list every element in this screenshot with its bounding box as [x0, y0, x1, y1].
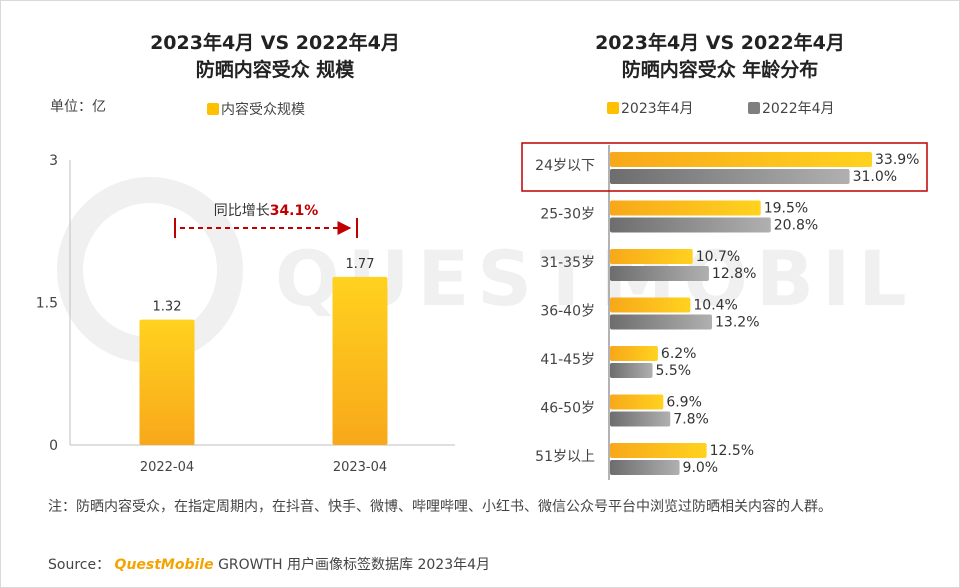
- data-label: 1.32: [153, 300, 182, 315]
- data-label: 1.77: [346, 257, 375, 272]
- right-chart-title: 2023年4月 VS 2022年4月 防晒内容受众 年龄分布: [510, 30, 930, 84]
- category-label: 36-40岁: [540, 304, 595, 320]
- bar-2022-41-45岁: [610, 363, 653, 378]
- right-title-line1: 2023年4月 VS 2022年4月: [595, 32, 845, 54]
- y-tick-label: 3: [49, 153, 58, 169]
- data-label-2023: 19.5%: [764, 201, 808, 217]
- bar-2023-25-30岁: [610, 200, 761, 216]
- growth-annotation: 同比增长34.1%: [214, 203, 319, 219]
- x-tick-label: 2022-04: [140, 460, 194, 475]
- right-legend-2023-label: 2023年4月: [621, 101, 694, 117]
- source-line: Source： QuestMobile GROWTH 用户画像标签数据库 202…: [48, 554, 490, 574]
- data-label-2023: 33.9%: [875, 152, 919, 168]
- category-label: 24岁以下: [535, 158, 595, 174]
- source-rest: GROWTH 用户画像标签数据库 2023年4月: [218, 557, 491, 573]
- bar-2023-46-50岁: [610, 394, 664, 410]
- left-unit-label: 单位：亿: [50, 99, 106, 115]
- category-label: 25-30岁: [540, 207, 595, 223]
- footnote: 注：防晒内容受众，在指定周期内，在抖音、快手、微博、哔哩哔哩、小红书、微信公众号…: [48, 499, 832, 515]
- bar-2022-04: [139, 319, 195, 445]
- right-legend-2022-label: 2022年4月: [762, 101, 835, 117]
- source-label: Source：: [48, 557, 111, 573]
- bar-2023-41-45岁: [610, 346, 658, 361]
- left-legend-label: 内容受众规模: [221, 102, 305, 118]
- bar-2022-31-35岁: [610, 266, 709, 281]
- bar-2022-36-40岁: [610, 314, 713, 330]
- data-label-2023: 10.7%: [696, 249, 740, 265]
- data-label-2022: 9.0%: [683, 460, 719, 476]
- left-legend: 内容受众规模: [207, 99, 305, 119]
- category-label: 51岁以上: [535, 449, 595, 465]
- data-label-2022: 5.5%: [656, 363, 692, 379]
- data-label-2023: 6.2%: [661, 346, 697, 362]
- data-label-2023: 12.5%: [710, 443, 754, 459]
- data-label-2022: 12.8%: [712, 266, 756, 282]
- bar-2023-04: [332, 276, 388, 445]
- legend-swatch-gold: [207, 103, 219, 115]
- legend-swatch-gray: [748, 102, 760, 114]
- left-bar-chart: 0 1.5 3 1.32 2022-04 1.77 2023-04 同比增长34.1%: [36, 153, 455, 475]
- data-label-2022: 31.0%: [853, 169, 897, 185]
- legend-swatch-gold: [607, 102, 619, 114]
- category-label: 46-50岁: [540, 401, 595, 417]
- x-tick-label: 2023-04: [333, 460, 387, 475]
- bar-2023-31-35岁: [610, 249, 693, 264]
- bar-2022-51岁以上: [610, 460, 680, 475]
- bar-2023-51岁以上: [610, 443, 707, 458]
- bar-2022-25-30岁: [610, 217, 771, 233]
- bar-2022-24岁以下: [610, 169, 850, 184]
- data-label-2023: 10.4%: [693, 298, 737, 314]
- data-label-2022: 7.8%: [673, 412, 709, 428]
- category-label: 31-35岁: [540, 255, 595, 271]
- data-label-2022: 13.2%: [715, 315, 759, 331]
- left-title-line1: 2023年4月 VS 2022年4月: [150, 32, 400, 54]
- growth-value: 34.1%: [270, 203, 319, 219]
- right-legend-2023: 2023年4月: [607, 98, 694, 118]
- source-brand: QuestMobile: [114, 557, 214, 573]
- right-title-line2: 防晒内容受众 年龄分布: [621, 59, 819, 81]
- category-label: 41-45岁: [540, 352, 595, 368]
- data-label-2022: 20.8%: [774, 218, 818, 234]
- y-tick-label: 1.5: [36, 296, 58, 312]
- growth-prefix: 同比增长: [214, 203, 270, 219]
- left-chart-title: 2023年4月 VS 2022年4月 防晒内容受众 规模: [80, 30, 470, 84]
- right-legend-2022: 2022年4月: [748, 98, 835, 118]
- y-tick-label: 0: [49, 438, 58, 454]
- highlight-box: [521, 142, 928, 192]
- left-title-line2: 防晒内容受众 规模: [195, 59, 355, 81]
- bar-2022-46-50岁: [610, 411, 671, 427]
- data-label-2023: 6.9%: [666, 395, 702, 411]
- bar-2023-24岁以下: [610, 152, 872, 167]
- right-bar-chart: 33.9%31.0% 24岁以下 19.5%20.8% 25-30岁 10.7%12.8…: [521, 142, 928, 480]
- bar-2023-36-40岁: [610, 297, 691, 313]
